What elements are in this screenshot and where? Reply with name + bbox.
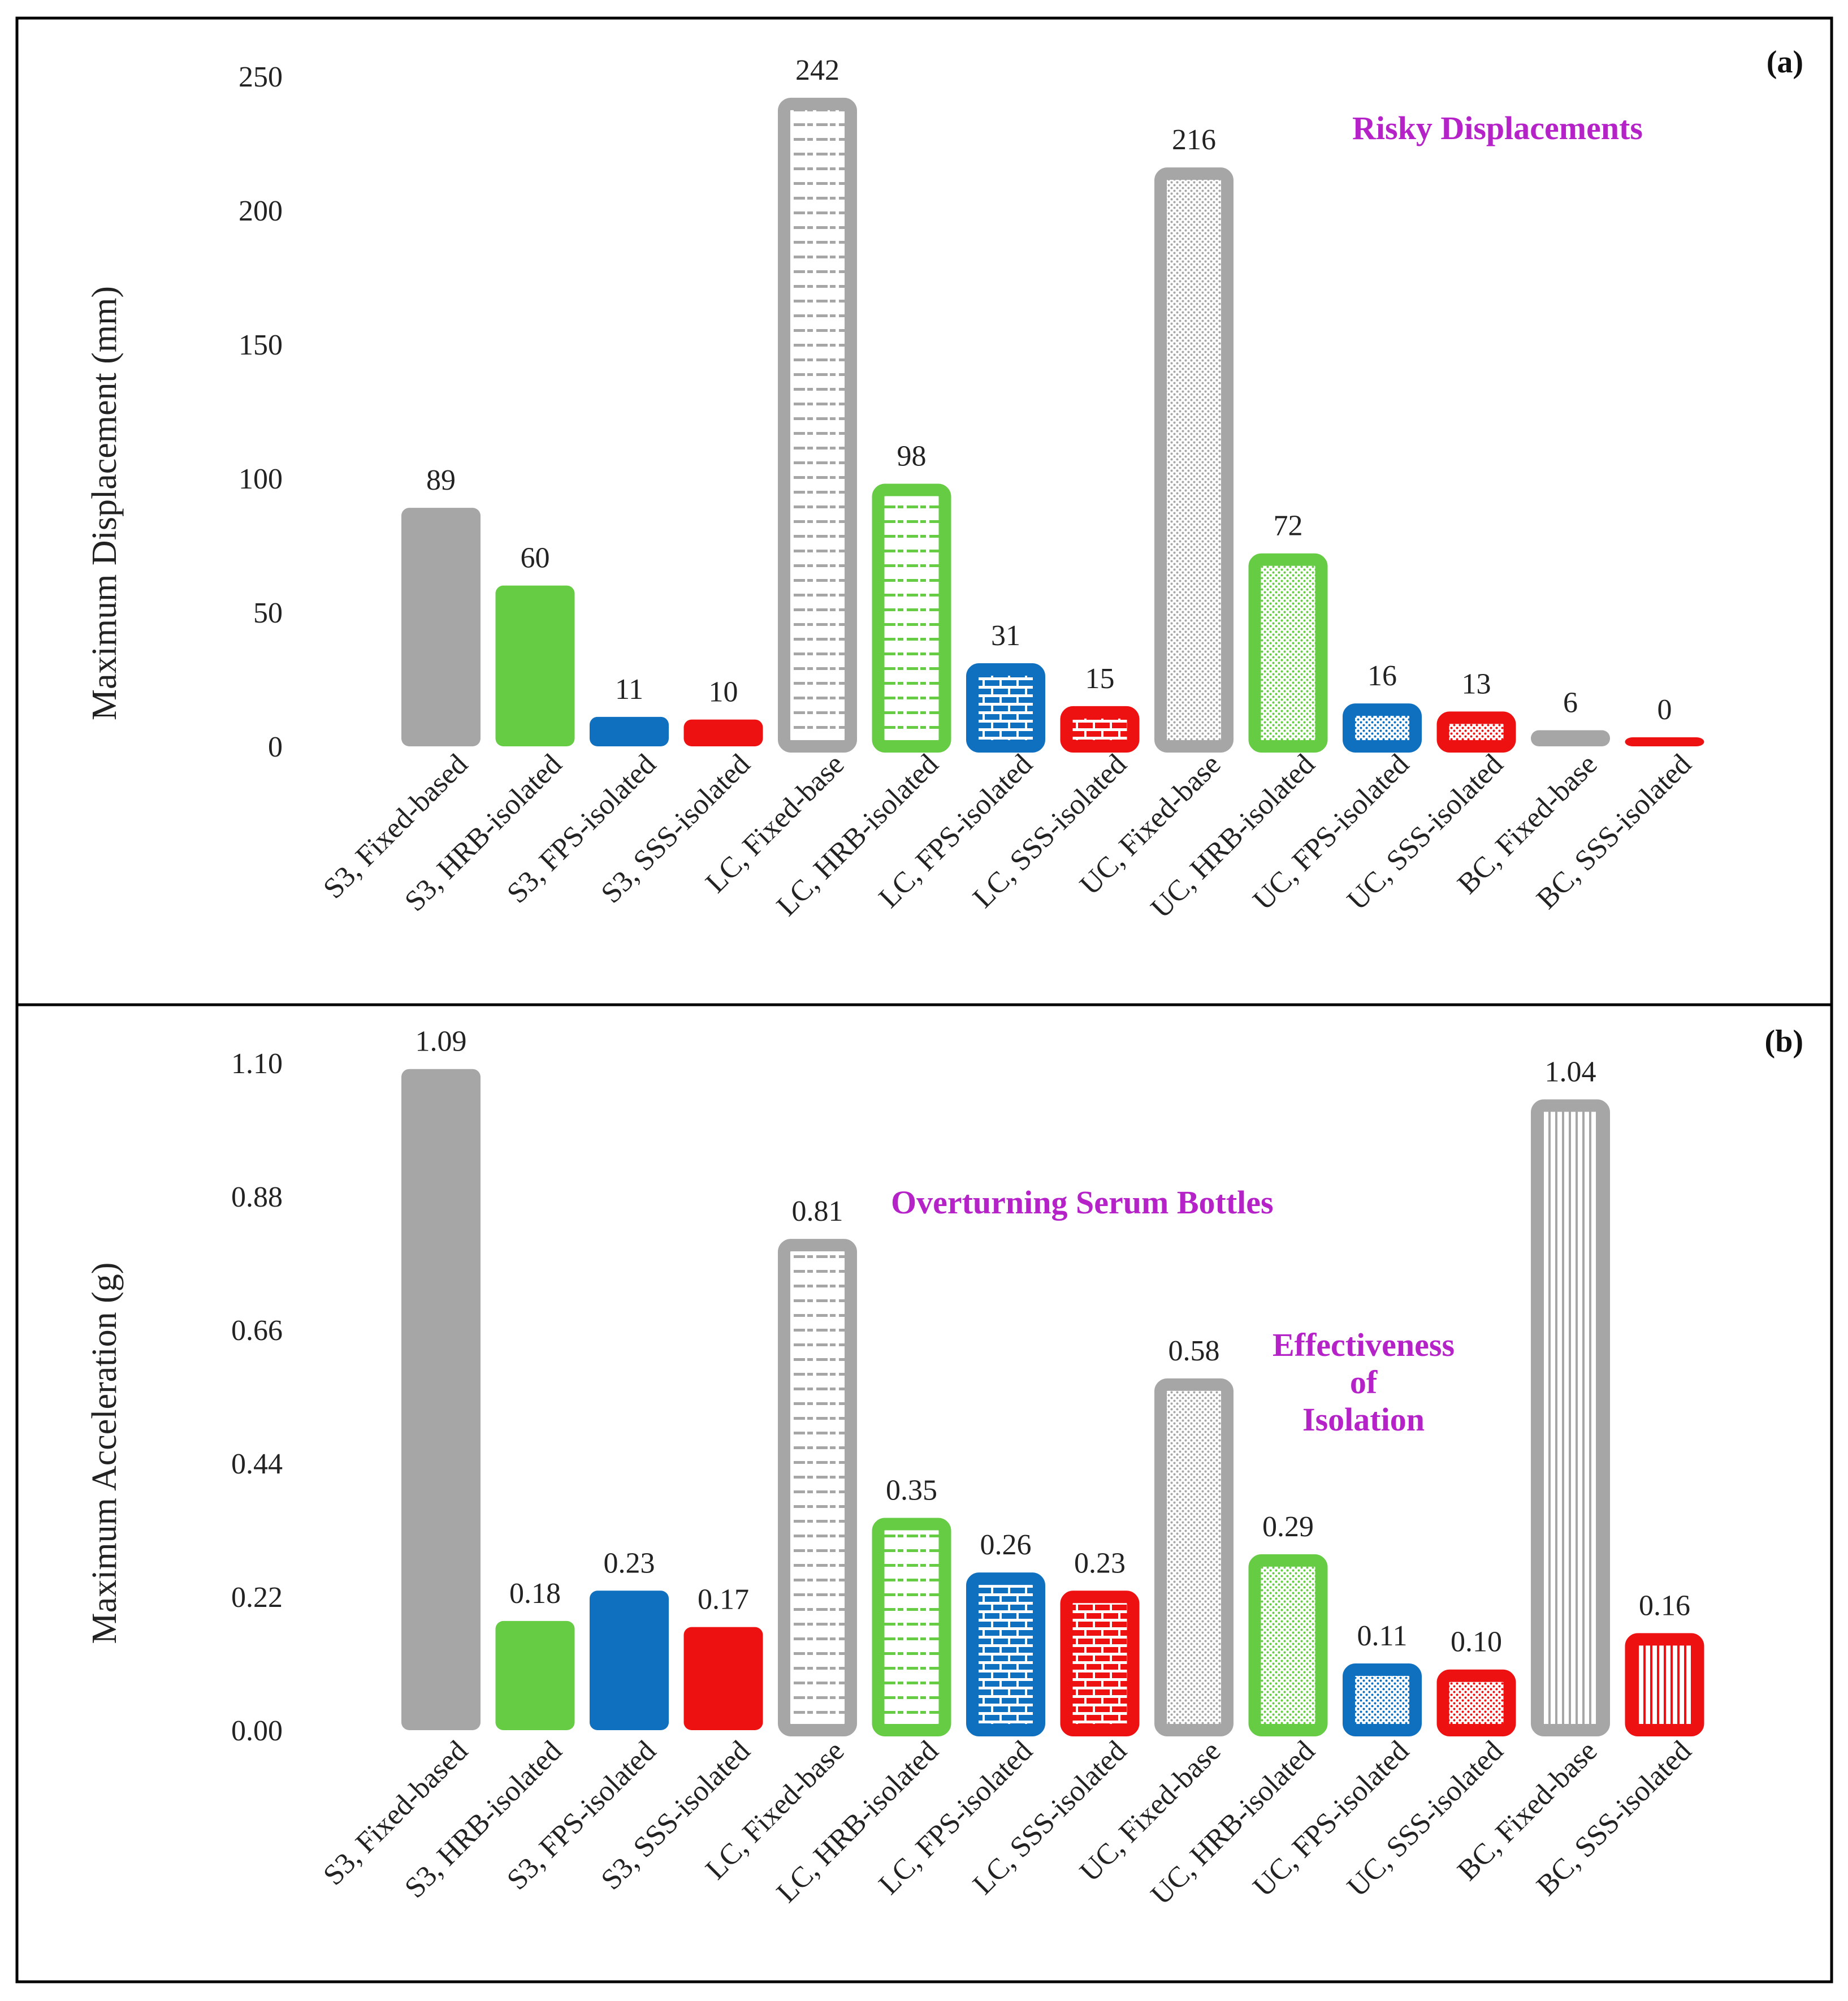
panel-b-data-label-s3-fixed-based: 1.09 <box>416 1026 467 1058</box>
panel-b-bar-lc-fps-isolated <box>966 1572 1045 1736</box>
panel-a-category-label-uc-fps-isolated: UC, FPS-isolated <box>1247 748 1416 917</box>
panel-a-bar-lc-fixed-base <box>778 97 857 753</box>
panel-a-category-label-uc-sss-isolated: UC, SSS-isolated <box>1341 748 1509 917</box>
panel-a-bar-lc-fps-isolated <box>966 663 1045 753</box>
panel-a-data-label-s3-fixed-based: 89 <box>426 464 456 496</box>
panel-a-y-axis-label: Maximum Displacement (mm) <box>85 286 124 720</box>
panel-b-bar-bc-fixed-base <box>1531 1099 1610 1736</box>
panel-b-bar-uc-fixed-base <box>1154 1378 1234 1736</box>
panel-b-bar-uc-sss-isolated <box>1436 1669 1516 1737</box>
panel-b-y-tick-label: 0.00 <box>231 1715 283 1747</box>
panel-b-bar-s3-hrb-isolated <box>495 1620 575 1730</box>
panel-a-bar-uc-hrb-isolated <box>1248 553 1328 753</box>
panel-a-data-label-lc-fixed-base: 242 <box>795 54 839 87</box>
panel-a-data-label-s3-sss-isolated: 10 <box>709 676 738 708</box>
panel-a-bar-lc-sss-isolated <box>1060 706 1140 753</box>
panel-b-y-tick-label: 0.88 <box>231 1181 283 1213</box>
panel-a-data-label-lc-fps-isolated: 31 <box>991 620 1020 652</box>
panel-b-tag: (b) <box>1765 1024 1803 1059</box>
panel-a-data-label-bc-sss-isolated: 0 <box>1657 694 1672 726</box>
panel-b-frame <box>15 1003 1833 1983</box>
panel-a-data-label-uc-sss-isolated: 13 <box>1462 668 1491 700</box>
panel-b-bar-bc-sss-isolated <box>1625 1633 1704 1736</box>
panel-a-bar-lc-hrb-isolated <box>872 483 951 753</box>
panel-a-y-tick-label: 200 <box>239 195 283 227</box>
panel-b-bar-s3-fps-isolated <box>590 1591 669 1730</box>
panel-a-bar-s3-sss-isolated <box>683 719 763 746</box>
panel-a-data-label-lc-hrb-isolated: 98 <box>897 440 927 472</box>
panel-a-bar-uc-sss-isolated <box>1436 711 1516 753</box>
panel-a-annotation-risky-displacements: Risky Displacements <box>1352 110 1643 146</box>
panel-b-data-label-bc-sss-isolated: 0.16 <box>1639 1589 1690 1622</box>
panel-a-y-tick-label: 150 <box>239 329 283 361</box>
panel-b-data-label-uc-sss-isolated: 0.10 <box>1451 1626 1502 1658</box>
panel-a-data-label-s3-fps-isolated: 11 <box>615 673 643 706</box>
panel-b-category-label-s3-hrb-isolated: S3, HRB-isolated <box>399 1735 568 1904</box>
panel-a-data-label-s3-hrb-isolated: 60 <box>521 542 550 574</box>
panel-b-bar-lc-hrb-isolated <box>872 1518 951 1736</box>
panel-b-y-axis-label: Maximum Acceleration (g) <box>85 1263 124 1644</box>
panel-b-category-label-uc-hrb-isolated: UC, HRB-isolated <box>1145 1735 1321 1911</box>
panel-a-data-label-uc-hrb-isolated: 72 <box>1274 510 1303 542</box>
panel-a-data-label-uc-fixed-base: 216 <box>1172 124 1216 156</box>
panel-a-y-tick-label: 250 <box>239 61 283 93</box>
panel-b-data-label-s3-fps-isolated: 0.23 <box>604 1547 655 1579</box>
panel-b-y-tick-label: 0.22 <box>231 1581 283 1614</box>
panel-b-data-label-lc-fixed-base: 0.81 <box>792 1195 843 1228</box>
panel-b-data-label-s3-sss-isolated: 0.17 <box>698 1584 749 1616</box>
panel-b-y-tick-label: 0.66 <box>231 1315 283 1347</box>
panel-b-data-label-uc-fixed-base: 0.58 <box>1168 1335 1220 1367</box>
panel-b-bar-uc-hrb-isolated <box>1248 1554 1328 1737</box>
panel-b-bar-uc-fps-isolated <box>1343 1663 1422 1736</box>
panel-a-y-tick-label: 100 <box>239 463 283 495</box>
panel-a-bar-s3-fixed-based <box>401 508 481 746</box>
panel-b-data-label-bc-fixed-base: 1.04 <box>1545 1056 1596 1088</box>
panel-a-bar-bc-sss-isolated <box>1625 737 1704 746</box>
panel-a-y-tick-label: 50 <box>253 597 283 629</box>
panel-b-category-label-uc-fps-isolated: UC, FPS-isolated <box>1247 1735 1416 1903</box>
panel-b-annotation-effectiveness-of-isolation: Effectiveness of Isolation <box>1273 1326 1455 1438</box>
panel-a-bar-uc-fixed-base <box>1154 167 1234 753</box>
panel-b-data-label-lc-fps-isolated: 0.26 <box>980 1529 1032 1561</box>
panel-a-bar-s3-fps-isolated <box>590 716 669 746</box>
panel-b-bar-s3-fixed-based <box>401 1069 481 1730</box>
panel-a-tag: (a) <box>1767 45 1803 80</box>
panel-a-bar-bc-fixed-base <box>1531 730 1610 746</box>
panel-b-y-tick-label: 1.10 <box>231 1048 283 1080</box>
panel-b-chart: (b) Maximum Acceleration (g) 0.00 0.22 0.44 0… <box>85 1024 1803 1911</box>
panel-b-bar-lc-sss-isolated <box>1060 1591 1140 1736</box>
panel-a-bar-uc-fps-isolated <box>1343 703 1422 753</box>
panel-a-y-tick-label: 0 <box>268 731 283 763</box>
panel-b-data-label-uc-fps-isolated: 0.11 <box>1357 1620 1407 1652</box>
panel-b-category-label-uc-sss-isolated: UC, SSS-isolated <box>1341 1735 1509 1903</box>
panel-a-data-label-lc-sss-isolated: 15 <box>1085 663 1115 695</box>
panel-b-bar-lc-fixed-base <box>778 1239 857 1736</box>
panel-a-category-label-s3-hrb-isolated: S3, HRB-isolated <box>399 748 568 918</box>
panel-a-data-label-uc-fps-isolated: 16 <box>1367 660 1397 692</box>
panel-a-category-label-uc-hrb-isolated: UC, HRB-isolated <box>1145 748 1321 924</box>
panel-b-data-label-lc-hrb-isolated: 0.35 <box>886 1475 937 1507</box>
panel-a-chart: (a)Maximum Displacement (mm)050100150200… <box>85 45 1803 924</box>
panel-b-data-label-lc-sss-isolated: 0.23 <box>1074 1547 1126 1579</box>
panel-b-bar-s3-sss-isolated <box>683 1627 763 1730</box>
panel-b-data-label-uc-hrb-isolated: 0.29 <box>1262 1511 1314 1543</box>
panel-b-data-label-s3-hrb-isolated: 0.18 <box>509 1578 561 1610</box>
panel-b-category-label-lc-hrb-isolated: LC, HRB-isolated <box>771 1735 945 1909</box>
panel-b-y-tick-label: 0.44 <box>231 1448 283 1480</box>
panel-a-bar-s3-hrb-isolated <box>495 585 575 746</box>
panel-b-annotation-overturning-serum-bottles: Overturning Serum Bottles <box>891 1184 1274 1221</box>
panel-a-category-label-lc-hrb-isolated: LC, HRB-isolated <box>771 748 945 922</box>
panel-a-data-label-bc-fixed-base: 6 <box>1563 687 1578 719</box>
